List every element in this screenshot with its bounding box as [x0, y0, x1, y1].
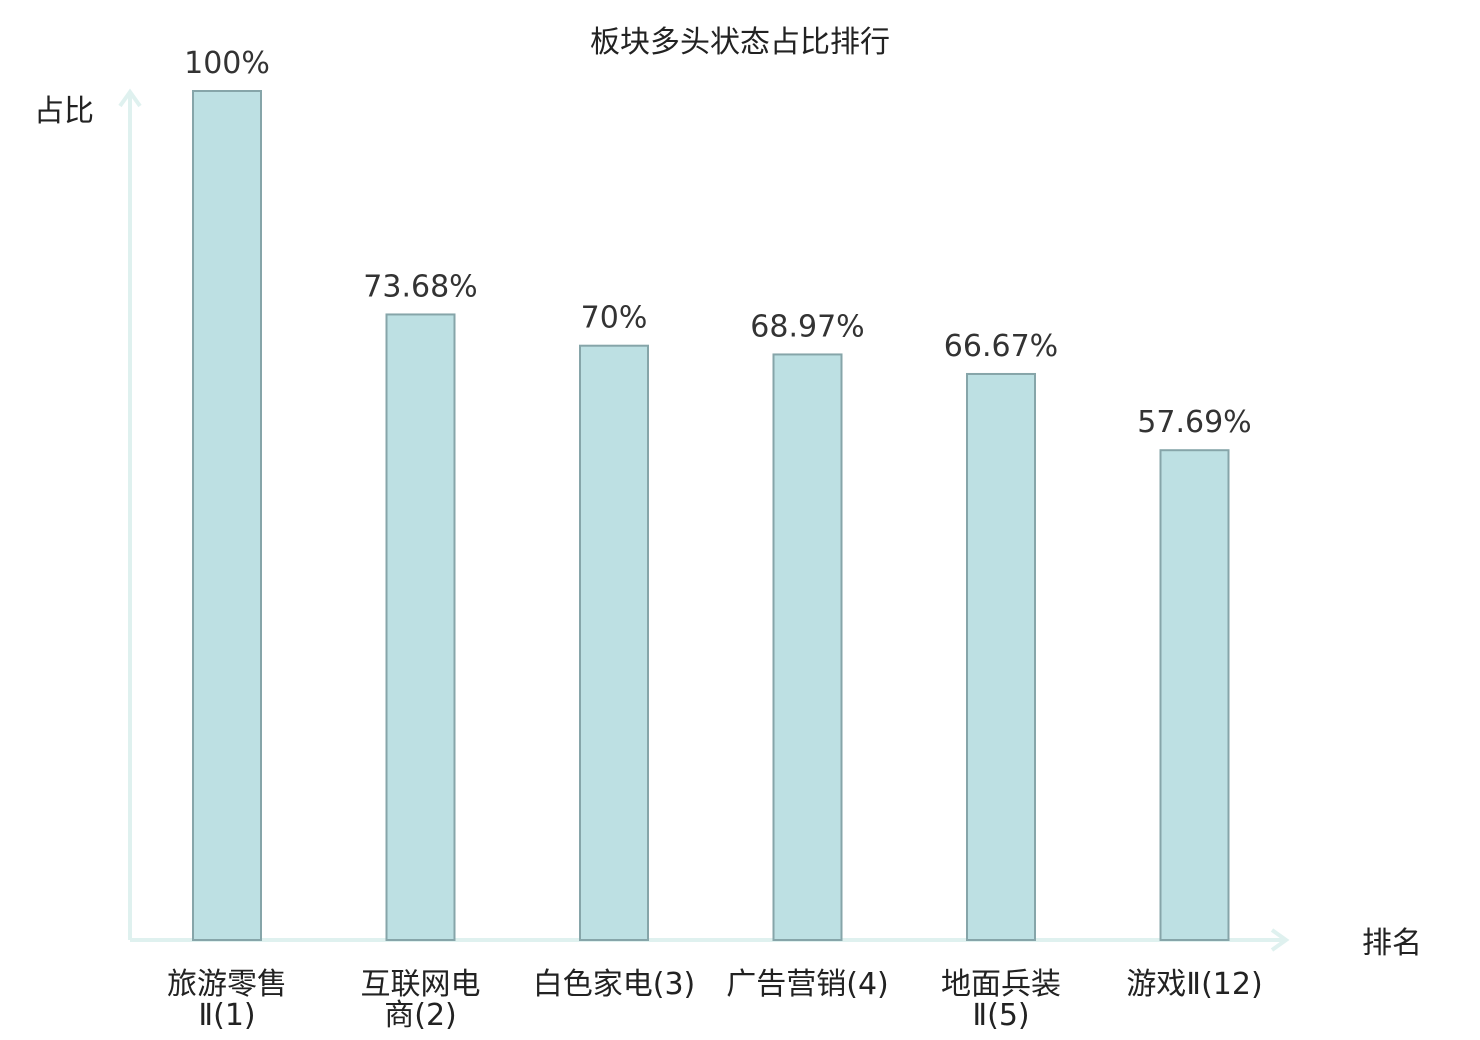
y-axis-label: 占比 [34, 94, 94, 129]
bar-group [192, 90, 1230, 942]
bar [772, 353, 843, 941]
chart-title: 板块多头状态占比排行 [590, 25, 890, 60]
data-label: 70% [581, 301, 648, 336]
x-tick-label: 旅游零售 Ⅱ(1) [167, 967, 287, 1033]
x-tick-label: 白色家电(3) [533, 967, 696, 1002]
data-label: 73.68% [363, 269, 477, 304]
bar [192, 90, 262, 941]
x-axis-label: 排名 [1362, 926, 1422, 961]
bar [579, 344, 649, 941]
x-tick-label: 广告营销(4) [726, 967, 889, 1002]
y-axis-arrow [118, 88, 142, 108]
data-label: 68.97% [750, 309, 864, 344]
x-axis-arrow [1270, 928, 1290, 952]
bar [966, 372, 1036, 942]
data-label: 66.67% [944, 329, 1058, 364]
data-label-group: 100% 73.68% 70% 68.97% 66.67% 57.69% [184, 46, 1252, 440]
bar [385, 313, 456, 941]
tick-label-group: 旅游零售 Ⅱ(1) 互联网电商(2) 白色家电(3) 广告营销(4) 地面兵装 Ⅱ(5) 游戏… [167, 967, 1263, 1033]
x-tick-label: 地面兵装 Ⅱ(5) [941, 967, 1061, 1033]
x-tick-label: 互联网电商(2) [361, 967, 481, 1033]
bar [1159, 449, 1230, 941]
data-label: 57.69% [1137, 405, 1251, 440]
x-tick-label: 游戏Ⅱ(12) [1126, 967, 1262, 1002]
data-label: 100% [184, 46, 270, 81]
